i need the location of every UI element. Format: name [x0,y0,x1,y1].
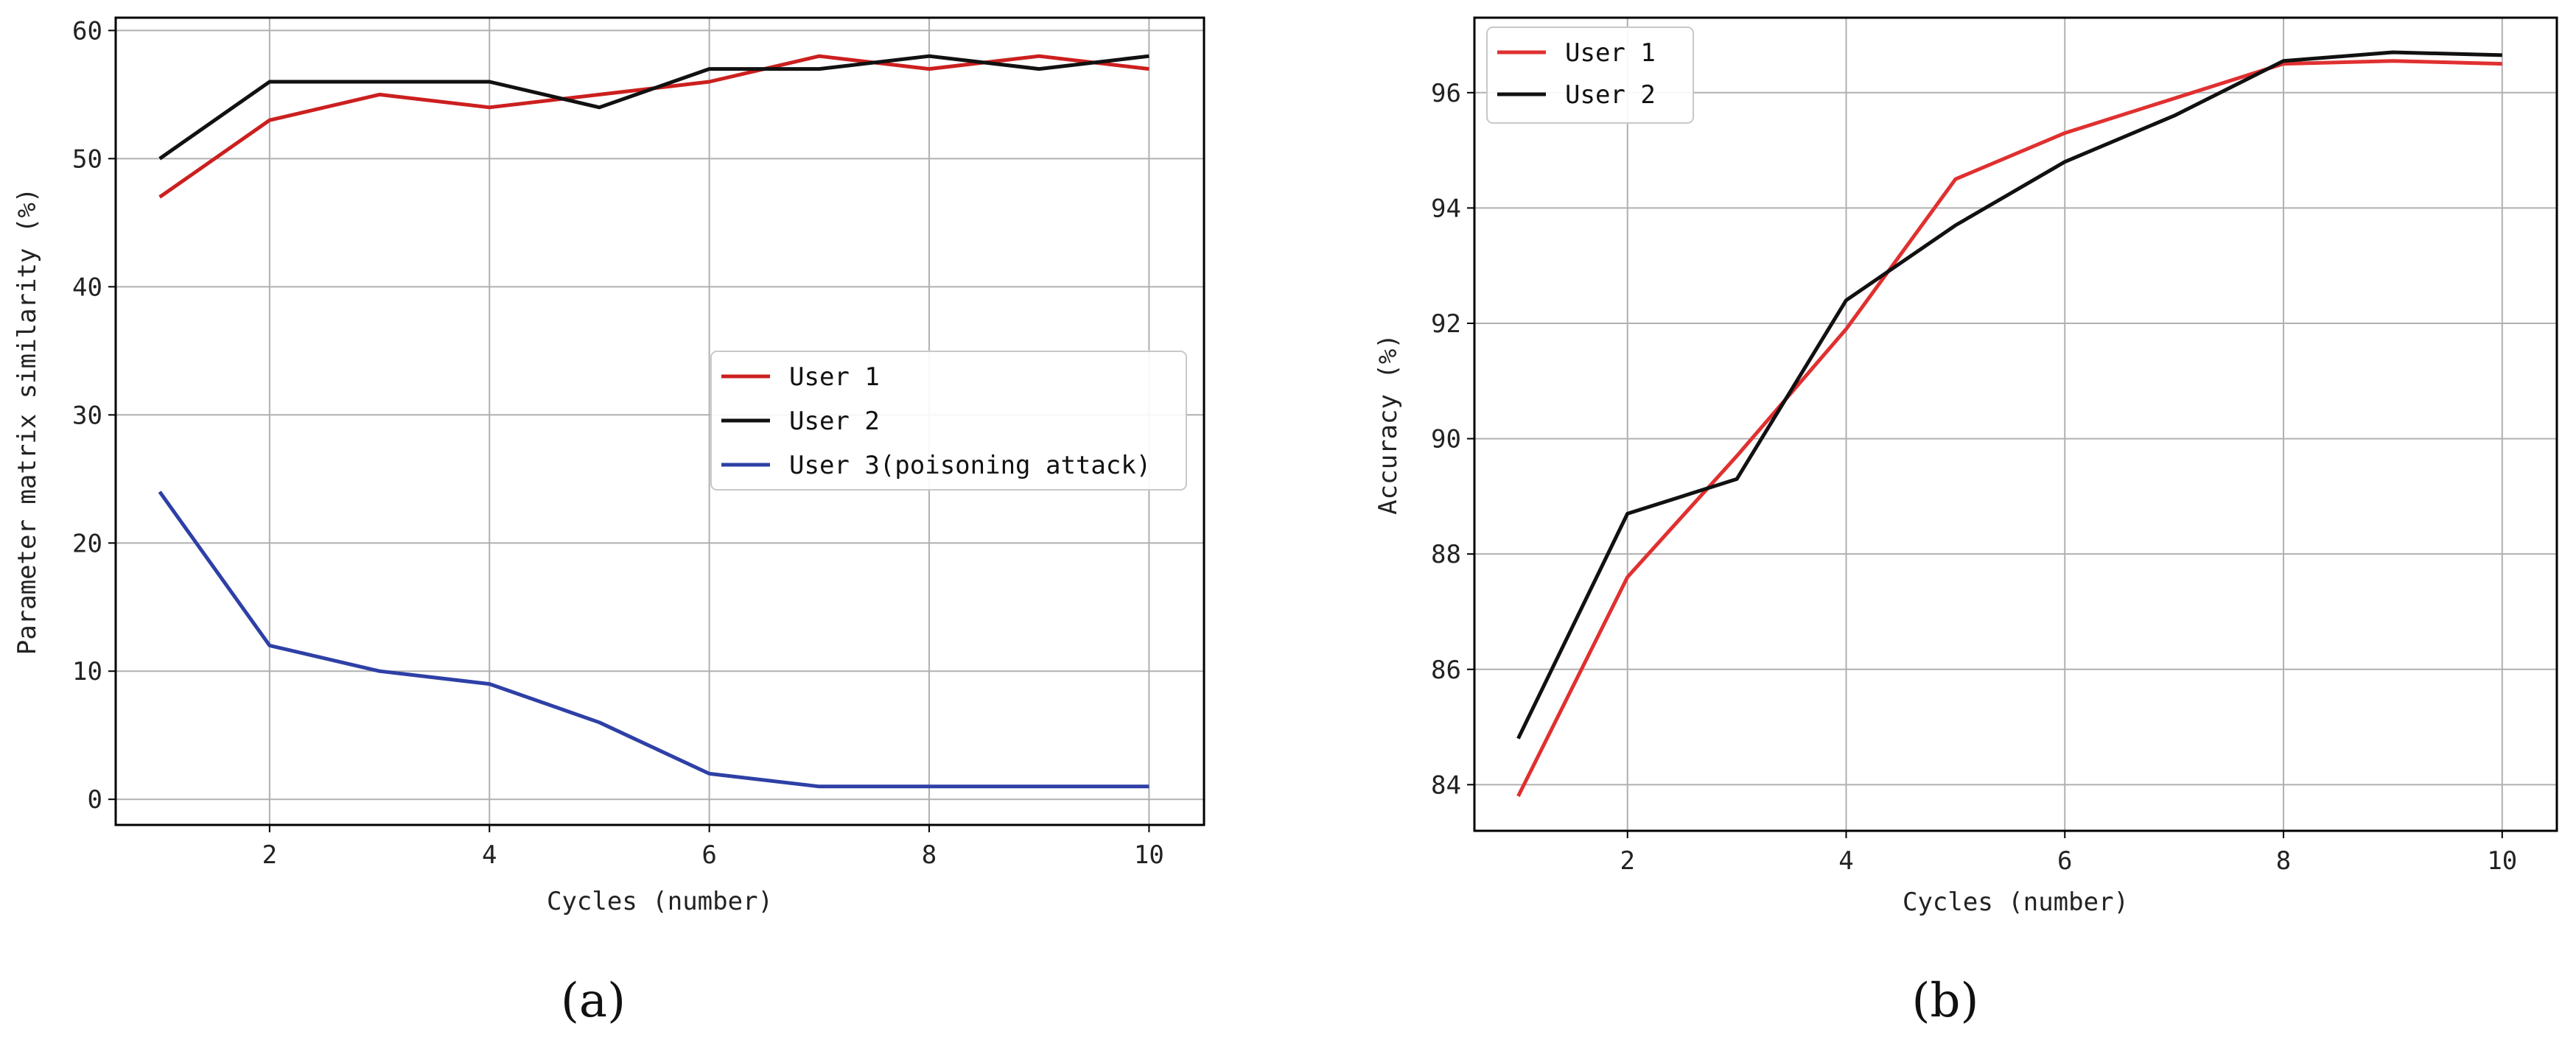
series-line-2 [158,54,1149,161]
x-axis-label: Cycles (number) [1903,888,2129,917]
y-tick-label: 96 [1431,79,1461,108]
y-tick-label: 30 [72,401,102,430]
y-tick-label: 50 [72,144,102,174]
series-line-3 [158,491,1149,789]
legend-label: User 2 [1565,80,1656,110]
legend-label: User 1 [1565,38,1656,68]
y-axis-label: Accuracy (%) [1373,334,1403,515]
y-tick-label: 88 [1431,540,1461,569]
x-tick-label: 2 [262,840,277,870]
x-tick-label: 2 [1620,846,1634,876]
x-tick-label: 10 [2487,846,2517,876]
legend-box [710,351,1187,491]
y-tick-label: 20 [72,529,102,558]
x-tick-label: 6 [2057,846,2072,876]
y-tick-label: 86 [1431,656,1461,685]
x-tick-label: 10 [1134,840,1164,870]
series-line-1 [1516,59,2502,798]
y-tick-label: 94 [1431,194,1461,223]
legend: User 1 User 2 User 3(poisoning attack) [710,351,1187,491]
legend: User 1 User 2 [1486,27,1694,124]
plot-area-frame [114,16,1205,826]
chart-b: 2 4 6 8 10 84 86 88 90 92 94 96 Cycles (number) Accur… [1373,16,2558,1028]
y-axis-label: Parameter matrix similarity (%) [13,188,42,656]
series-line-1 [158,54,1149,199]
y-tick-label: 40 [72,273,102,302]
chart-a: 2 4 6 8 10 0 10 20 30 40 50 60 Cycles (number) Parame… [13,16,1205,1028]
panel-caption: (b) [1912,974,1979,1028]
legend-label: User 1 [789,362,880,392]
x-tick-label: 8 [922,840,937,870]
x-tick-label: 4 [482,840,497,870]
y-tick-label: 10 [72,657,102,686]
x-tick-label: 4 [1838,846,1853,876]
legend-label: User 2 [789,407,880,436]
panel-caption: (a) [561,974,626,1028]
plot-area-frame [1473,16,2558,832]
series-line-2 [1516,50,2502,739]
y-tick-label: 0 [88,785,102,815]
y-tick-label: 90 [1431,425,1461,454]
x-axis-label: Cycles (number) [547,887,773,916]
legend-label: User 3(poisoning attack) [789,451,1151,480]
x-tick-label: 6 [701,840,716,870]
x-tick-label: 8 [2276,846,2291,876]
y-tick-label: 84 [1431,770,1461,800]
y-tick-label: 92 [1431,309,1461,339]
y-tick-label: 60 [72,16,102,46]
